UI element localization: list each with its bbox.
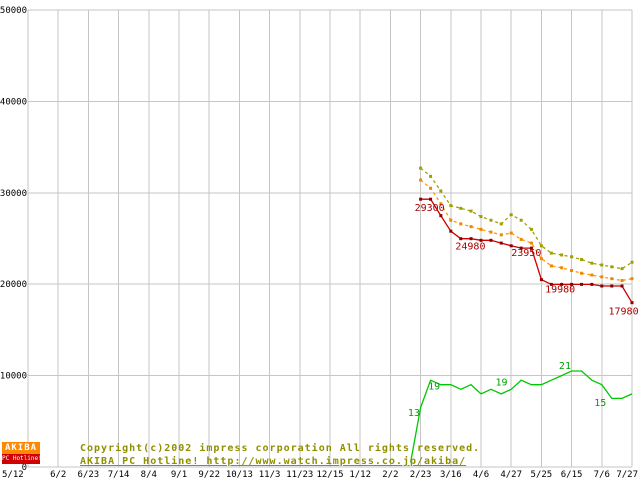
svg-text:12/15: 12/15 <box>316 470 343 480</box>
svg-text:9/1: 9/1 <box>171 470 187 480</box>
svg-text:10000: 10000 <box>0 372 27 382</box>
svg-text:3/16: 3/16 <box>440 470 462 480</box>
gridlines <box>27 9 633 468</box>
svg-text:0: 0 <box>22 463 27 473</box>
logo-pc-hotline-text: PC Hotline! <box>2 454 40 464</box>
annotation-19: 19 <box>496 378 508 389</box>
svg-text:30000: 30000 <box>0 189 27 199</box>
series-average-price <box>419 178 634 283</box>
svg-text:2/23: 2/23 <box>410 470 432 480</box>
x-axis-labels: 5/12 6/2 6/23 7/14 8/4 9/1 9/22 10/13 11/3 11/23 1… <box>2 470 638 480</box>
svg-text:5/12: 5/12 <box>2 470 24 480</box>
svg-text:7/6: 7/6 <box>594 470 610 480</box>
annotation-23950: 23950 <box>511 248 541 259</box>
svg-text:4/6: 4/6 <box>473 470 489 480</box>
footer-text-block: Copyright(c)2002 impress corporation All… <box>80 442 480 468</box>
svg-text:10/13: 10/13 <box>226 470 253 480</box>
svg-text:20000: 20000 <box>0 280 27 290</box>
svg-text:5/25: 5/25 <box>531 470 553 480</box>
annotation-19: 19 <box>428 381 440 392</box>
footer: AKIBA PC Hotline! Copyright(c)2002 impre… <box>2 442 480 468</box>
y-axis-labels: 0 10000 20000 30000 40000 50000 <box>0 6 27 473</box>
svg-text:2/2: 2/2 <box>382 470 398 480</box>
series-highest-price <box>419 166 634 271</box>
svg-text:7/14: 7/14 <box>108 470 130 480</box>
copyright-line: Copyright(c)2002 impress corporation All… <box>80 443 481 454</box>
akiba-url-link[interactable]: AKIBA PC Hotline! http://www.watch.impre… <box>80 456 467 467</box>
annotation-17980: 17980 <box>608 306 638 317</box>
annotation-19980: 19980 <box>545 284 575 295</box>
svg-text:6/23: 6/23 <box>78 470 100 480</box>
svg-text:9/22: 9/22 <box>198 470 220 480</box>
svg-text:8/4: 8/4 <box>141 470 157 480</box>
svg-text:7/27: 7/27 <box>616 470 638 480</box>
svg-text:11/23: 11/23 <box>286 470 313 480</box>
svg-text:1/12: 1/12 <box>349 470 371 480</box>
value-annotations: 29300 24980 23950 19980 17980 13 19 19 21 15 <box>408 203 639 419</box>
akiba-pc-hotline-logo: AKIBA PC Hotline! <box>2 442 40 464</box>
svg-text:4/27: 4/27 <box>500 470 522 480</box>
annotation-21: 21 <box>559 361 571 372</box>
svg-text:11/3: 11/3 <box>259 470 281 480</box>
svg-text:6/2: 6/2 <box>50 470 66 480</box>
svg-text:40000: 40000 <box>0 97 27 107</box>
series-shop-count <box>409 370 633 463</box>
annotation-24980: 24980 <box>455 241 485 252</box>
series-lowest-price <box>419 197 634 305</box>
svg-text:6/15: 6/15 <box>561 470 583 480</box>
logo-akiba-text: AKIBA <box>2 442 40 454</box>
annotation-13: 13 <box>408 408 420 419</box>
annotation-29300: 29300 <box>415 203 445 214</box>
svg-text:50000: 50000 <box>0 6 27 16</box>
annotation-15: 15 <box>594 398 606 409</box>
